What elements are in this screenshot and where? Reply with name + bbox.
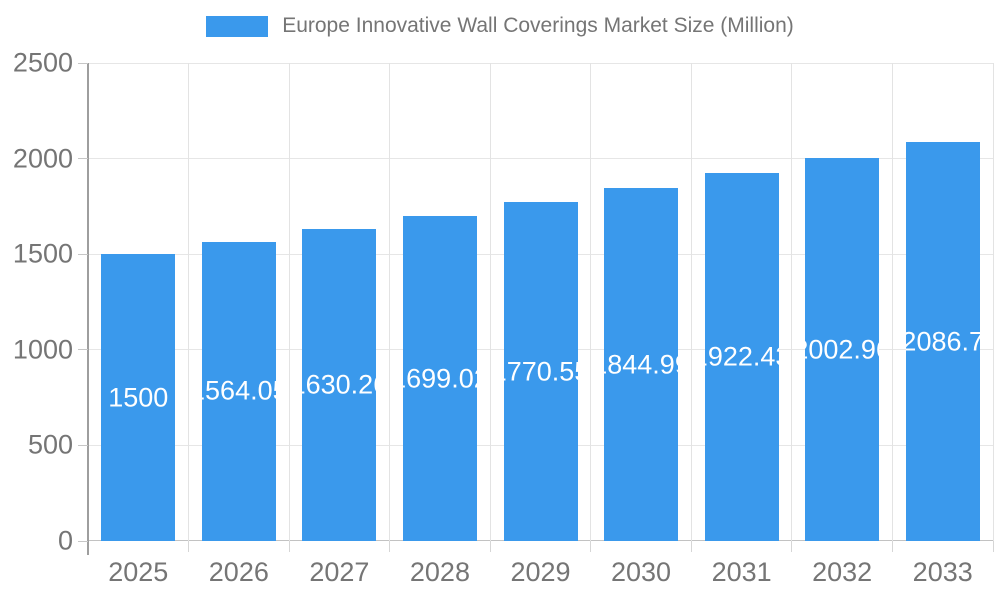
- x-axis-tick: [891, 541, 893, 552]
- vertical-gridline: [590, 63, 592, 541]
- bar-value-label: 1844.99: [604, 349, 678, 380]
- y-axis-tick: [78, 158, 88, 160]
- x-tick-label: 2028: [409, 557, 470, 587]
- x-axis-tick: [288, 541, 290, 552]
- vertical-gridline: [992, 63, 994, 541]
- x-tick-label: 2027: [309, 557, 370, 587]
- x-tick-label: 2025: [108, 557, 169, 587]
- x-axis-tick: [690, 541, 692, 552]
- horizontal-gridline: [88, 158, 993, 160]
- x-tick-label: 2026: [208, 557, 269, 587]
- bar-value-label: 1770.55: [504, 356, 578, 387]
- chart-legend[interactable]: Europe Innovative Wall Coverings Market …: [0, 14, 1000, 38]
- bar: 2002.96: [805, 158, 880, 541]
- vertical-gridline: [690, 63, 692, 541]
- x-axis-tick: [590, 541, 592, 552]
- y-axis-tick: [78, 253, 88, 255]
- x-axis-tick: [992, 541, 994, 552]
- y-tick-label: 1000: [12, 334, 73, 365]
- x-axis-tick: [489, 541, 491, 552]
- vertical-gridline: [389, 63, 391, 541]
- y-tick-label: 1500: [12, 238, 73, 269]
- y-axis-tick: [78, 540, 88, 542]
- bar: 1844.99: [604, 188, 679, 541]
- y-tick-label: 0: [57, 525, 73, 556]
- bar-value-label: 1922.43: [705, 341, 779, 372]
- horizontal-gridline: [88, 62, 993, 64]
- bar: 1564.05: [201, 241, 276, 541]
- y-tick-label: 500: [27, 429, 73, 460]
- bar-value-label: 2086.7: [905, 326, 980, 356]
- y-axis-line: [87, 63, 89, 555]
- x-tick-label: 2031: [711, 557, 772, 587]
- bar-value-label: 1699.02: [403, 363, 477, 394]
- y-tick-label: 2000: [12, 143, 73, 174]
- y-axis-tick: [78, 349, 88, 351]
- vertical-gridline: [288, 63, 290, 541]
- bar: 1699.02: [402, 216, 477, 541]
- bar: 1630.26: [302, 229, 377, 541]
- bar-value-label: 2002.96: [805, 334, 879, 364]
- legend-swatch: [206, 15, 269, 37]
- x-tick-label: 2030: [611, 557, 672, 587]
- y-tick-label: 2500: [12, 47, 73, 78]
- y-axis-tick: [78, 444, 88, 446]
- bar-value-label: 1630.26: [302, 369, 376, 400]
- vertical-gridline: [188, 63, 190, 541]
- vertical-gridline: [791, 63, 793, 541]
- bar: 2086.7: [905, 142, 980, 541]
- x-axis-tick: [389, 541, 391, 552]
- vertical-gridline: [489, 63, 491, 541]
- bar: 1770.55: [503, 202, 578, 541]
- y-axis-tick: [78, 62, 88, 64]
- x-tick-label: 2033: [912, 557, 973, 587]
- chart-title: Europe Innovative Wall Coverings Market …: [282, 14, 794, 37]
- x-tick-label: 2029: [510, 557, 571, 587]
- bar-value-label: 1564.05: [202, 375, 276, 406]
- bar-value-label: 1500: [108, 382, 169, 413]
- bar: 1500: [101, 254, 176, 541]
- x-axis-tick: [791, 541, 793, 552]
- vertical-gridline: [891, 63, 893, 541]
- x-axis-tick: [188, 541, 190, 552]
- bar: 1922.43: [704, 173, 779, 541]
- plot-area: 1500 1564.05 1630.26 1699.02 1770.55 1844.99 1…: [88, 62, 994, 541]
- x-tick-label: 2032: [812, 557, 873, 587]
